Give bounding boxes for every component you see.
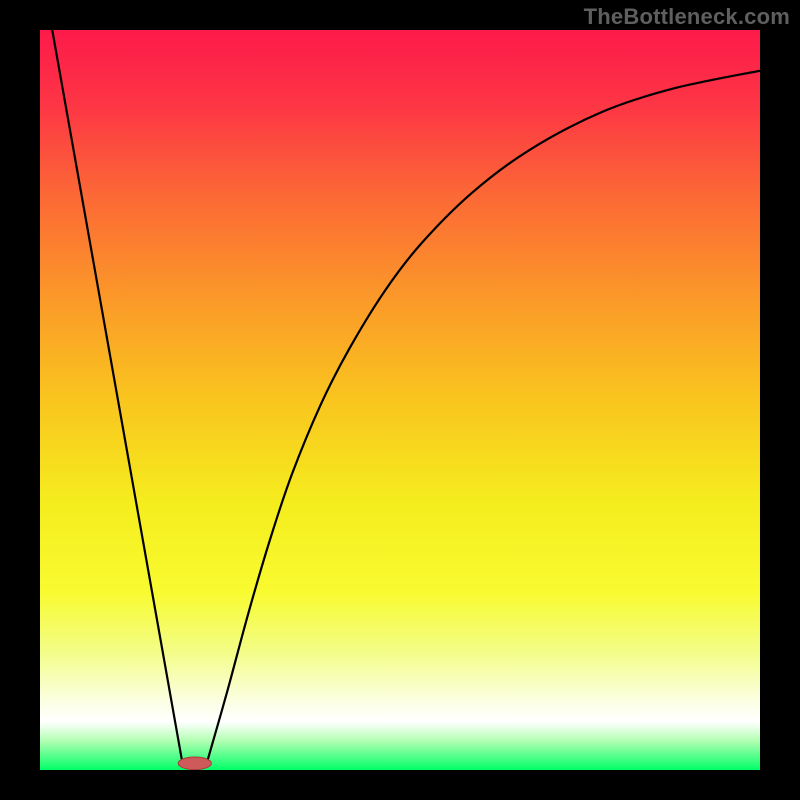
- watermark-text: TheBottleneck.com: [584, 4, 790, 30]
- plot-background: [40, 30, 760, 770]
- plot-svg: [40, 30, 760, 770]
- outer-frame: TheBottleneck.com: [0, 0, 800, 800]
- minimum-marker: [178, 757, 211, 770]
